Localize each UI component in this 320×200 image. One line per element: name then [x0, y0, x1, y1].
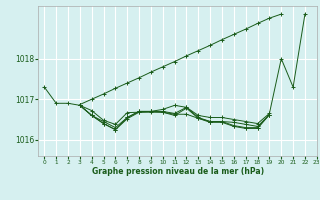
X-axis label: Graphe pression niveau de la mer (hPa): Graphe pression niveau de la mer (hPa): [92, 167, 264, 176]
